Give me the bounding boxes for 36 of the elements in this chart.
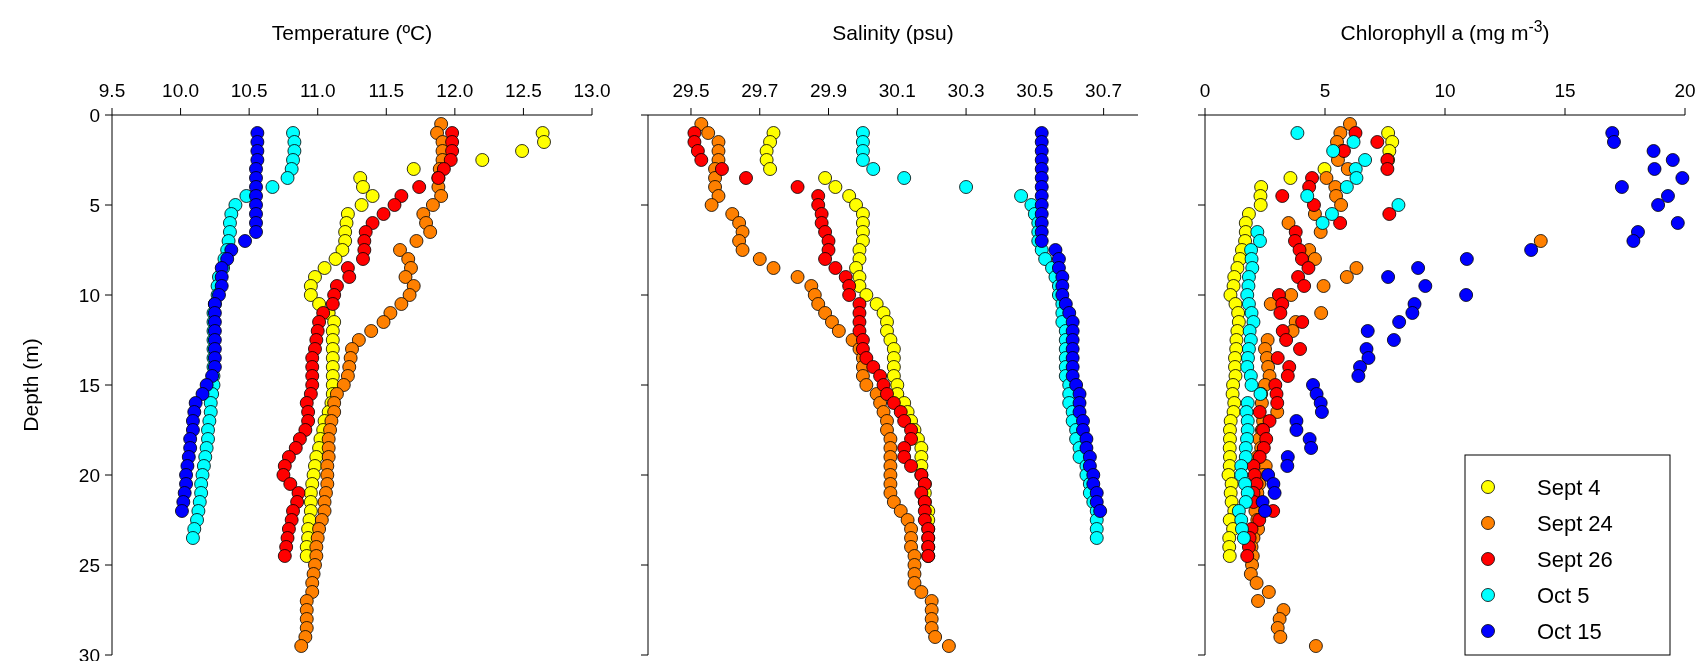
chart-title: Salinity (psu) — [832, 21, 954, 44]
x-tick-label: 11.0 — [299, 80, 336, 101]
x-tick-label: 30.7 — [1085, 80, 1123, 101]
legend-label: Oct 15 — [1537, 618, 1602, 644]
y-tick-label: 30 — [78, 644, 100, 661]
y-tick-label: 10 — [78, 284, 100, 306]
x-tick-label: 12.5 — [504, 80, 542, 101]
y-tick-label: 25 — [78, 554, 100, 576]
x-tick-label: 30.5 — [1016, 80, 1054, 101]
legend-label: Oct 5 — [1537, 582, 1590, 608]
x-tick-label: 11.5 — [368, 80, 405, 101]
y-tick-label: 0 — [89, 104, 100, 126]
x-tick-label: 10.5 — [230, 80, 268, 101]
x-tick-label: 12.0 — [436, 80, 474, 101]
legend-label: Sept 26 — [1537, 546, 1613, 572]
x-tick-label: 29.7 — [741, 80, 779, 101]
x-tick-label: 10.0 — [162, 80, 200, 101]
x-tick-label: 29.9 — [810, 80, 848, 101]
y-tick-label: 20 — [78, 464, 100, 486]
x-tick-label: 5 — [1319, 80, 1331, 101]
y-tick-label: 5 — [89, 194, 100, 216]
x-tick-label: 15 — [1554, 80, 1576, 101]
x-tick-label: 29.5 — [672, 80, 710, 101]
x-tick-label: 20 — [1674, 80, 1696, 101]
x-tick-label: 0 — [1199, 80, 1211, 101]
legend-label: Sept 24 — [1537, 510, 1613, 536]
x-tick-label: 13.0 — [573, 80, 611, 101]
y-axis-title: Depth (m) — [19, 338, 42, 432]
x-tick-label: 10 — [1434, 80, 1456, 101]
chart-title: Temperature (ºC) — [271, 21, 433, 44]
x-tick-label: 30.3 — [947, 80, 985, 101]
x-tick-label: 30.1 — [878, 80, 916, 101]
x-tick-label: 9.5 — [98, 80, 126, 101]
legend-label: Sept 4 — [1537, 474, 1601, 500]
y-tick-label: 15 — [78, 374, 100, 396]
chart-title: Chlorophyll a (mg m$^{-3}$) — [1340, 17, 1550, 44]
